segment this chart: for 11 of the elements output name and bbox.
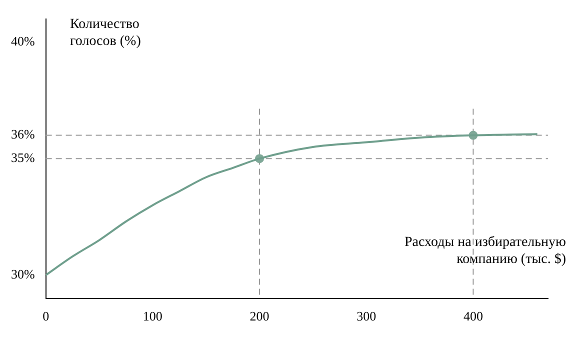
y-axis-title: Количество голосов (%) [70, 16, 142, 50]
y-tick-label: 35% [10, 150, 35, 166]
x-tick-label: 0 [42, 308, 50, 324]
x-tick-label: 400 [463, 308, 483, 324]
x-tick-label: 100 [142, 308, 162, 324]
y-tick-label: 30% [10, 266, 35, 282]
y-tick-label: 40% [10, 34, 35, 49]
x-tick-label: 300 [356, 308, 376, 324]
x-axis-title: Расходы на избирательную компанию (тыс. $) [404, 234, 566, 268]
y-tick-label: 36% [10, 126, 35, 142]
x-tick-label: 200 [250, 308, 270, 324]
